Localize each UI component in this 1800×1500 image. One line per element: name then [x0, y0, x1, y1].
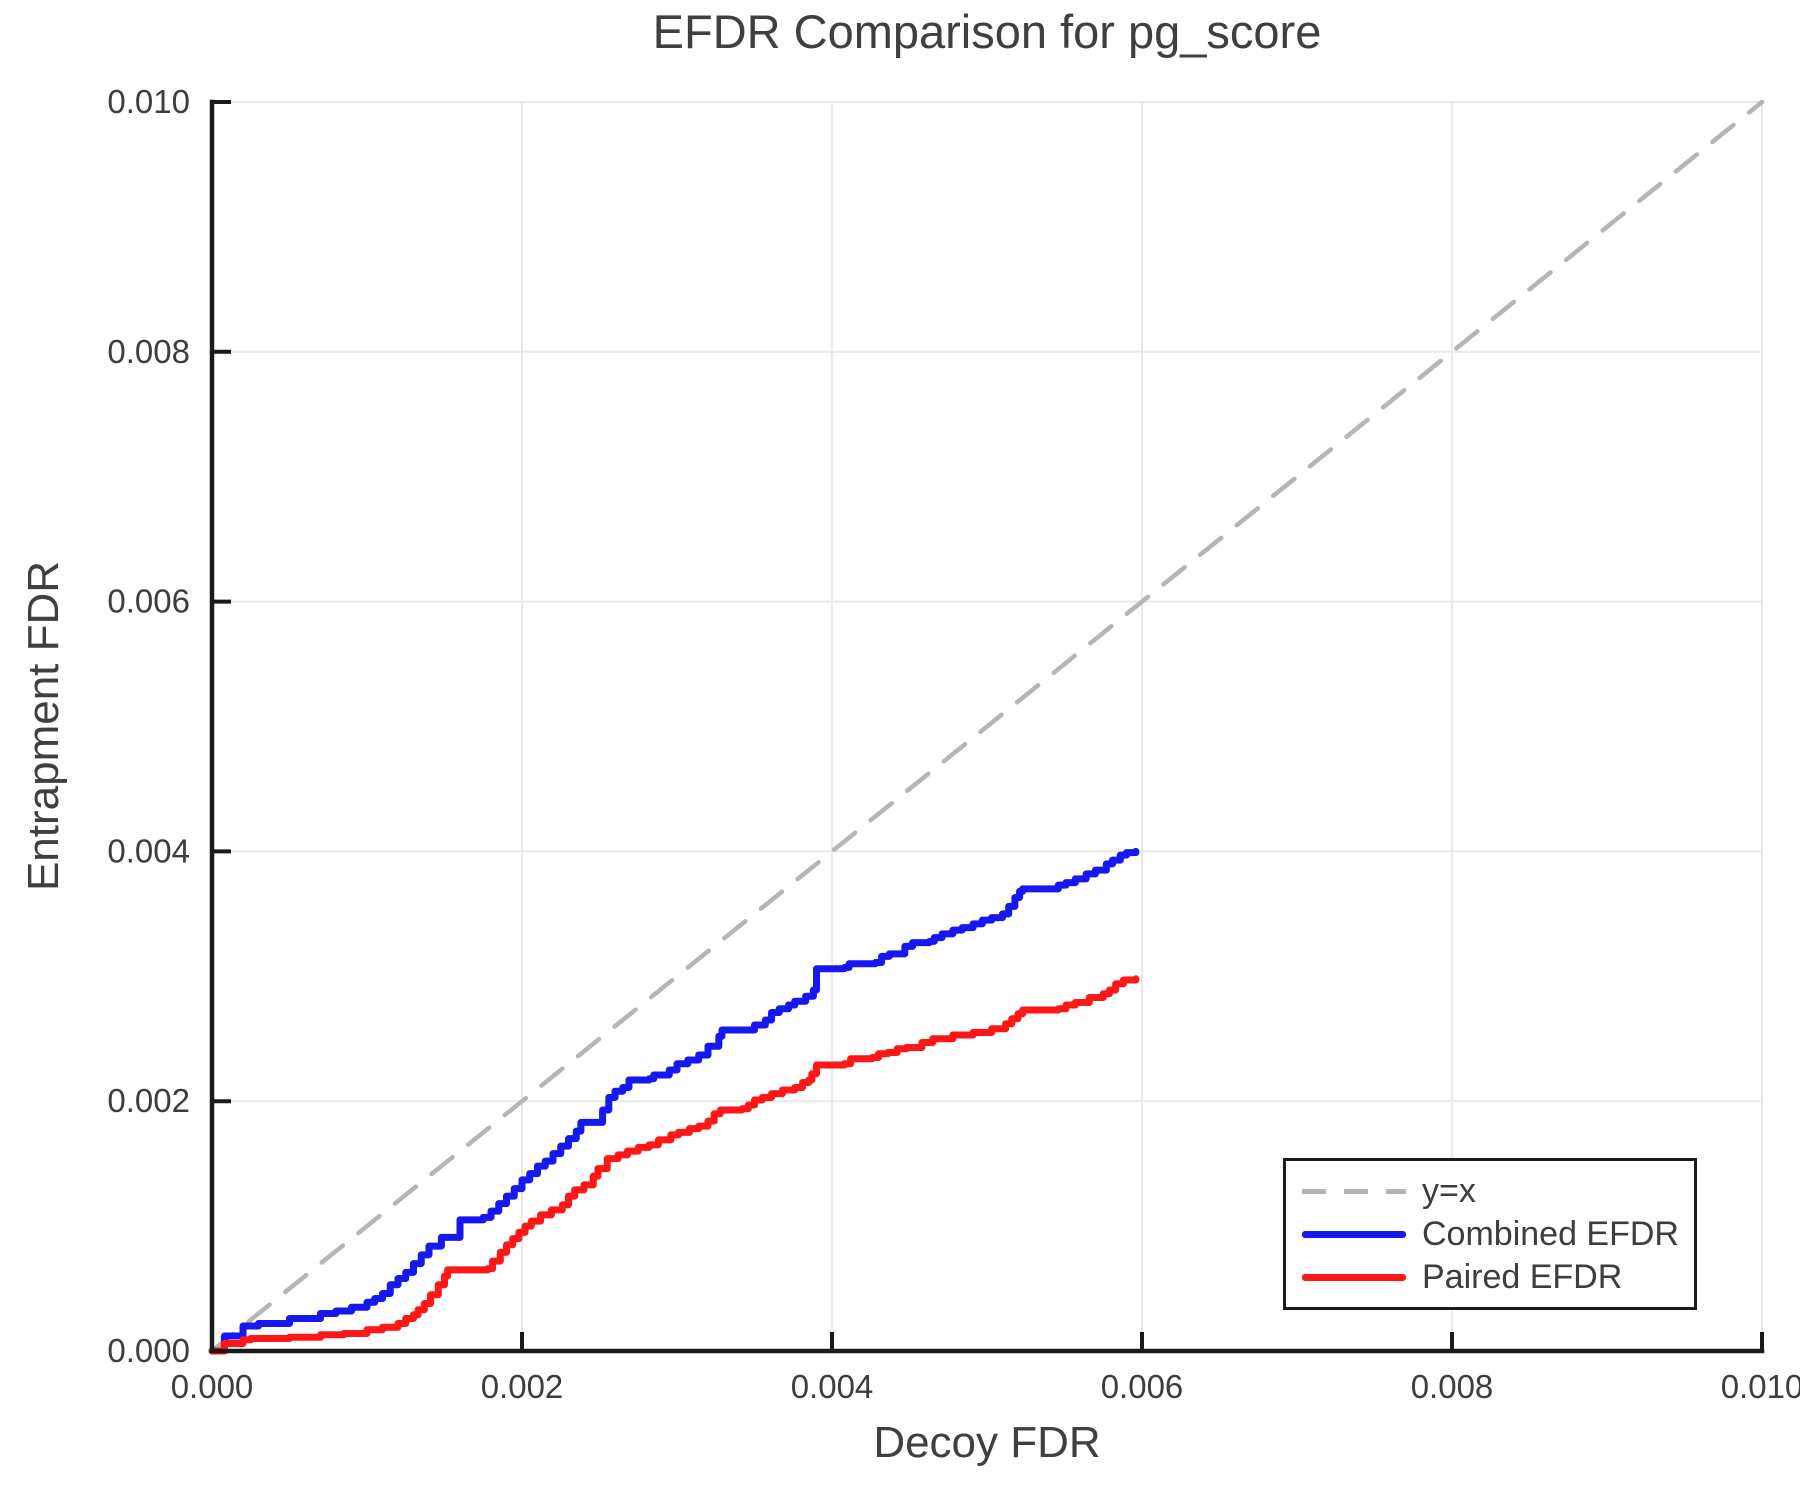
legend-label-identity: y=x	[1422, 1172, 1476, 1210]
y-tick-label: 0.006	[107, 583, 190, 620]
chart-title: EFDR Comparison for pg_score	[652, 5, 1322, 58]
x-tick-label: 0.000	[171, 1368, 254, 1405]
identity-diagonal-line	[209, 99, 1765, 1354]
data-lines	[208, 847, 1140, 1355]
paired-efdr-line-swatch	[1302, 1273, 1406, 1281]
y-tick-label: 0.002	[107, 1082, 190, 1119]
tick-marks	[210, 100, 1764, 1353]
axis-spines	[209, 99, 1765, 1354]
y-tick-label: 0.010	[107, 83, 190, 120]
x-tick-label: 0.006	[1101, 1368, 1184, 1405]
legend-row-identity: y=x	[1302, 1172, 1694, 1210]
legend-row-paired: Paired EFDR	[1302, 1258, 1694, 1296]
legend-row-combined: Combined EFDR	[1302, 1215, 1694, 1253]
identity-line-swatch	[1302, 1188, 1406, 1194]
gridlines	[212, 101, 1763, 1351]
x-tick-label: 0.004	[791, 1368, 874, 1405]
combined-efdr-line	[208, 847, 1140, 1355]
x-axis-title: Decoy FDR	[873, 1418, 1101, 1467]
legend-box: y=x Combined EFDR Paired EFDR	[1283, 1158, 1697, 1310]
x-tick-label: 0.008	[1411, 1368, 1494, 1405]
x-tick-label: 0.010	[1721, 1368, 1800, 1405]
y-tick-label: 0.008	[107, 333, 190, 370]
y-tick-label: 0.000	[107, 1332, 190, 1369]
paired-efdr-line	[208, 975, 1140, 1355]
y-tick-labels: 0.000 0.002 0.004 0.006 0.008 0.010	[107, 83, 190, 1369]
y-x-line	[209, 99, 1765, 1354]
x-tick-labels: 0.000 0.002 0.004 0.006 0.008 0.010	[171, 1368, 1800, 1405]
x-tick-label: 0.002	[481, 1368, 564, 1405]
combined-efdr-line-swatch	[1302, 1230, 1406, 1238]
legend-label-combined: Combined EFDR	[1422, 1215, 1679, 1253]
legend-label-paired: Paired EFDR	[1422, 1258, 1623, 1296]
y-axis-title: Entrapment FDR	[19, 560, 68, 892]
y-tick-label: 0.004	[107, 832, 190, 869]
